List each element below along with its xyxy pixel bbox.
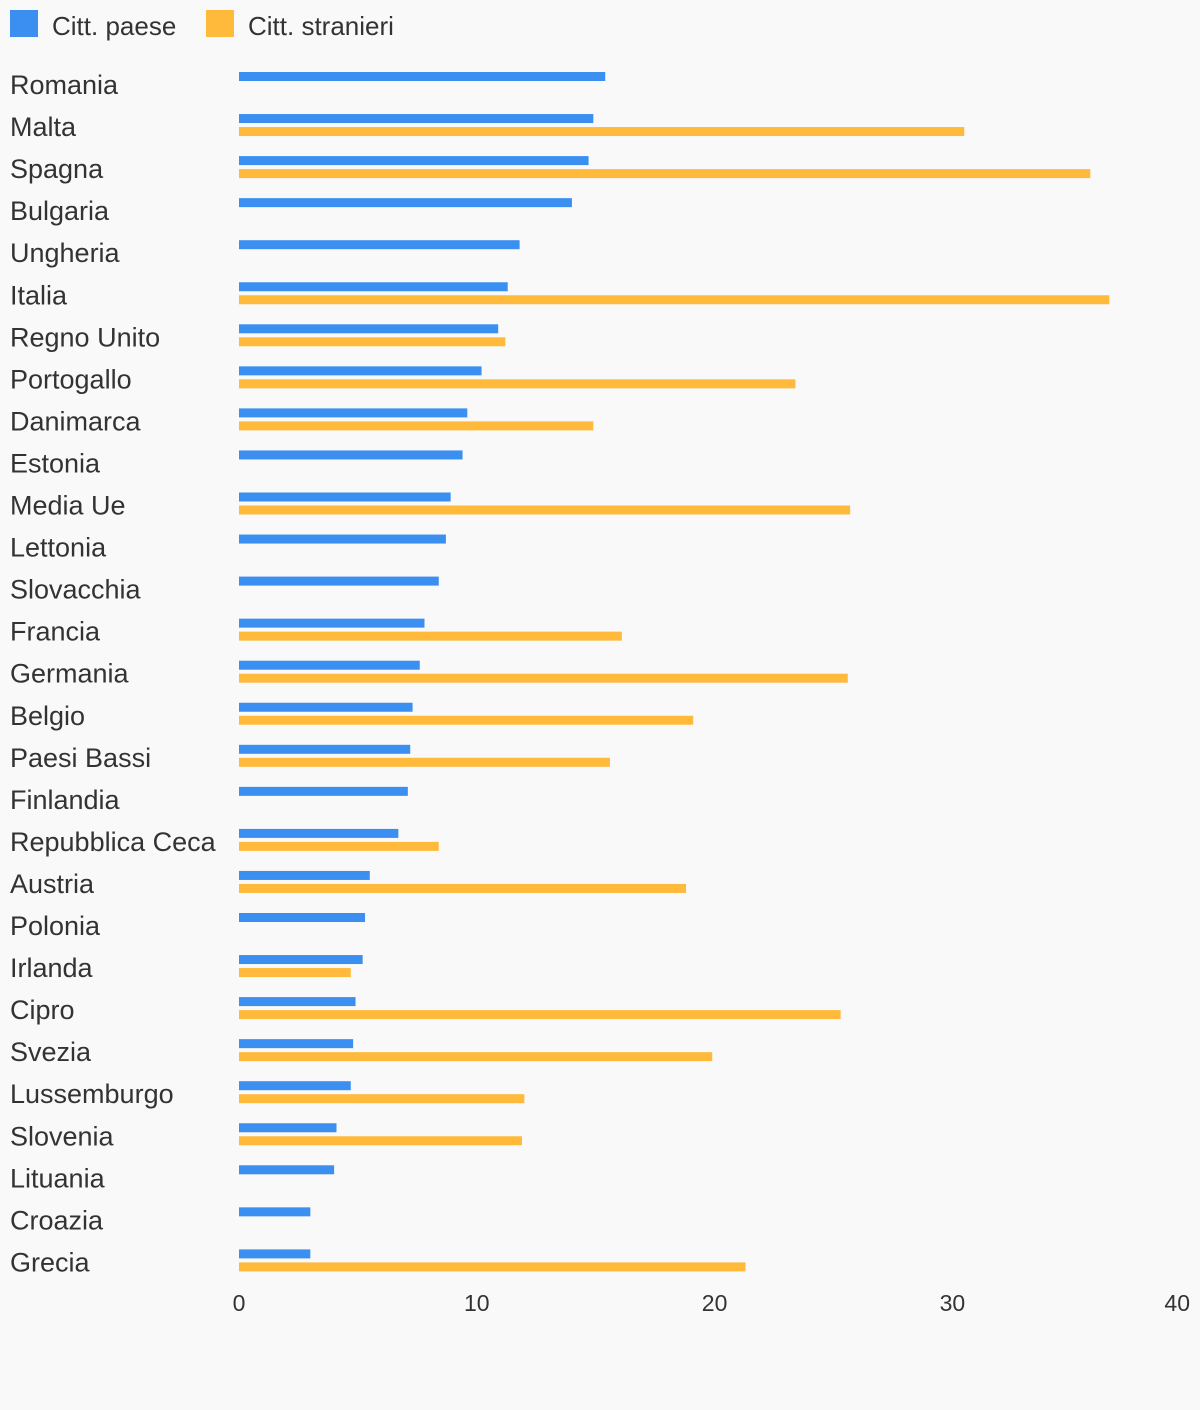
category-label-svezia: Svezia (10, 1037, 92, 1067)
category-label-malta: Malta (10, 112, 77, 142)
bar-citt-paese-lituania (239, 1165, 335, 1175)
category-label-slovenia: Slovenia (10, 1121, 115, 1151)
bar-citt-paese-svezia (239, 1039, 354, 1049)
category-label-croazia: Croazia (10, 1205, 104, 1235)
category-label-media-ue: Media Ue (10, 491, 126, 521)
category-label-ungheria: Ungheria (10, 238, 121, 268)
category-label-romania: Romania (10, 70, 119, 100)
category-label-grecia: Grecia (10, 1247, 91, 1277)
bar-citt-stranieri-paesi-bassi (239, 757, 610, 767)
bar-citt-paese-bulgaria (239, 198, 572, 208)
bar-citt-stranieri-danimarca (239, 421, 594, 431)
bar-citt-paese-media-ue (239, 492, 451, 502)
category-label-bulgaria: Bulgaria (10, 196, 110, 226)
category-label-estonia: Estonia (10, 448, 101, 478)
bar-citt-paese-romania (239, 72, 606, 81)
category-label-danimarca: Danimarca (10, 406, 142, 436)
legend: Citt. paese Citt. stranieri (10, 10, 394, 41)
bar-citt-paese-francia (239, 618, 425, 628)
bar-citt-paese-slovenia (239, 1123, 337, 1133)
bar-citt-paese-lettonia (239, 534, 446, 544)
bar-citt-paese-ungheria (239, 240, 520, 250)
bar-citt-paese-austria (239, 870, 370, 880)
bar-citt-stranieri-germania (239, 673, 848, 683)
category-label-polonia: Polonia (10, 911, 101, 941)
bar-citt-stranieri-irlanda (239, 968, 351, 978)
bar-citt-paese-irlanda (239, 955, 363, 965)
category-label-italia: Italia (10, 280, 68, 310)
bar-citt-paese-paesi-bassi (239, 744, 411, 754)
bar-citt-paese-finlandia (239, 786, 408, 796)
category-label-austria: Austria (10, 869, 95, 899)
bar-citt-stranieri-grecia (239, 1262, 746, 1272)
bar-citt-paese-belgio (239, 702, 413, 712)
bar-citt-stranieri-austria (239, 883, 687, 893)
category-label-lituania: Lituania (10, 1163, 106, 1193)
x-tick-label-30: 30 (940, 1290, 966, 1316)
bar-citt-paese-lussemburgo (239, 1081, 351, 1091)
category-label-belgio: Belgio (10, 701, 85, 731)
category-label-cipro: Cipro (10, 995, 75, 1025)
bar-citt-paese-repubblica-ceca (239, 828, 399, 838)
bar-citt-paese-germania (239, 660, 420, 670)
category-label-slovacchia: Slovacchia (10, 575, 142, 605)
bar-citt-stranieri-francia (239, 631, 622, 641)
legend-swatch-citt-paese (10, 10, 38, 37)
legend-swatch-citt-stranieri (206, 10, 234, 37)
category-label-germania: Germania (10, 659, 130, 689)
bar-citt-paese-estonia (239, 450, 463, 460)
bar-citt-paese-grecia (239, 1249, 311, 1259)
category-label-francia: Francia (10, 617, 101, 647)
bars (239, 72, 1110, 1272)
bar-citt-stranieri-cipro (239, 1010, 841, 1020)
bar-citt-stranieri-spagna (239, 169, 1091, 179)
bar-citt-stranieri-portogallo (239, 379, 796, 389)
bar-citt-paese-cipro (239, 997, 356, 1007)
bar-citt-stranieri-italia (239, 295, 1110, 305)
x-tick-label-0: 0 (233, 1290, 246, 1316)
bar-citt-stranieri-lussemburgo (239, 1094, 525, 1104)
bar-citt-stranieri-svezia (239, 1052, 713, 1062)
category-label-irlanda: Irlanda (10, 953, 94, 983)
category-label-finlandia: Finlandia (10, 785, 121, 815)
category-label-portogallo: Portogallo (10, 364, 132, 394)
bar-citt-paese-italia (239, 282, 508, 292)
bar-citt-paese-slovacchia (239, 576, 439, 586)
category-label-repubblica-ceca: Repubblica Ceca (10, 827, 217, 857)
x-tick-label-40: 40 (1164, 1290, 1190, 1316)
bar-citt-stranieri-regno-unito (239, 337, 506, 347)
bar-citt-paese-portogallo (239, 366, 482, 376)
bar-citt-stranieri-slovenia (239, 1136, 522, 1146)
category-label-regno-unito: Regno Unito (10, 322, 160, 352)
bar-citt-stranieri-malta (239, 127, 965, 137)
bar-citt-stranieri-belgio (239, 715, 694, 725)
bar-citt-stranieri-repubblica-ceca (239, 841, 439, 851)
bar-citt-paese-danimarca (239, 408, 468, 418)
legend-label-citt-stranieri: Citt. stranieri (248, 11, 394, 41)
x-tick-label-20: 20 (702, 1290, 728, 1316)
bar-citt-paese-malta (239, 114, 594, 124)
category-label-paesi-bassi: Paesi Bassi (10, 743, 151, 773)
bar-citt-paese-spagna (239, 156, 589, 166)
category-label-spagna: Spagna (10, 154, 104, 184)
category-label-lussemburgo: Lussemburgo (10, 1079, 174, 1109)
category-label-lettonia: Lettonia (10, 533, 107, 563)
legend-label-citt-paese: Citt. paese (52, 11, 176, 41)
category-labels: Romania Malta Spagna Bulgaria Ungheria Italia… (10, 70, 217, 1277)
bar-citt-stranieri-media-ue (239, 505, 851, 515)
bar-citt-paese-croazia (239, 1207, 311, 1217)
x-tick-label-10: 10 (464, 1290, 490, 1316)
x-axis-ticks: 0 10 20 30 40 (233, 1290, 1190, 1316)
bar-citt-paese-regno-unito (239, 324, 499, 334)
bar-citt-paese-polonia (239, 913, 366, 922)
